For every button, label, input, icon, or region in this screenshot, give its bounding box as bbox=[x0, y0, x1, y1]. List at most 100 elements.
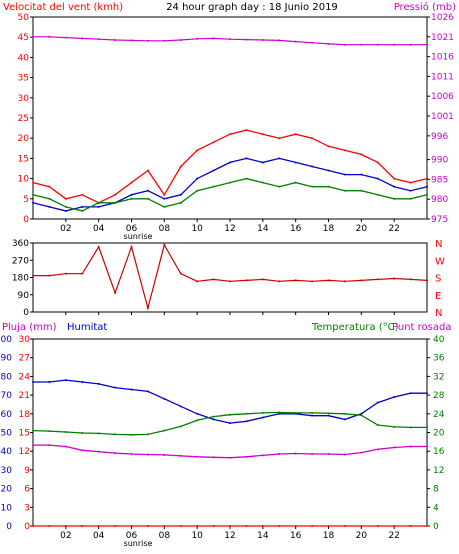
dir-y-tick-label-180: 180 bbox=[12, 274, 29, 284]
wind-series-line-2 bbox=[32, 177, 428, 212]
temperature-label: Temperatura (°C) bbox=[311, 322, 399, 333]
pressure-y-tick-label-980: 980 bbox=[431, 195, 448, 205]
x-tick-label-wind-10: 10 bbox=[191, 224, 203, 234]
rain-y-tick-label-30: 30 bbox=[19, 335, 31, 345]
sunrise-label-temp: sunrise bbox=[124, 539, 153, 548]
wind-y-tick-label-45: 45 bbox=[18, 33, 29, 43]
rain-y-tick-label-18: 18 bbox=[19, 410, 31, 420]
x-tick-label-temp-16: 16 bbox=[290, 531, 302, 541]
rain-y-tick-label-9: 9 bbox=[24, 466, 30, 476]
plot-frame-dir bbox=[32, 242, 428, 313]
plot-frame-wind bbox=[32, 16, 428, 220]
x-tick-label-wind-12: 12 bbox=[224, 224, 235, 234]
hum-y-tick-label-50: 50 bbox=[1, 429, 13, 439]
wind-y-tick-label-50: 50 bbox=[18, 13, 30, 23]
hum-y-tick-label-60: 60 bbox=[1, 410, 13, 420]
x-tick-label-wind-16: 16 bbox=[290, 224, 302, 234]
x-tick-label-wind-20: 20 bbox=[356, 224, 368, 234]
rain-y-tick-label-12: 12 bbox=[19, 447, 30, 457]
wind-series-line-1 bbox=[32, 157, 428, 212]
wind-y-tick-label-5: 5 bbox=[23, 195, 29, 205]
dir-y-tick-label-90: 90 bbox=[18, 291, 30, 301]
x-tick-label-temp-10: 10 bbox=[191, 531, 203, 541]
pressure-y-tick-label-1001: 1001 bbox=[431, 112, 454, 122]
wind-y-tick-label-30: 30 bbox=[18, 94, 30, 104]
humidity-line bbox=[33, 379, 427, 424]
temp-y-tick-label-0: 0 bbox=[433, 522, 439, 532]
x-tick-label-wind-22: 22 bbox=[388, 224, 399, 234]
compass-label-0: N bbox=[435, 239, 442, 250]
wind-y-tick-label-40: 40 bbox=[18, 53, 30, 63]
x-tick-label-temp-06: 06 bbox=[126, 531, 138, 541]
hum-y-tick-label-30: 30 bbox=[1, 466, 13, 476]
x-tick-label-temp-22: 22 bbox=[388, 531, 399, 541]
hum-y-tick-label-20: 20 bbox=[1, 485, 13, 495]
x-tick-label-temp-08: 08 bbox=[159, 531, 171, 541]
pressure-y-tick-label-1021: 1021 bbox=[431, 33, 454, 43]
pressure-y-tick-label-1016: 1016 bbox=[431, 53, 454, 63]
rain-y-tick-label-3: 3 bbox=[24, 503, 30, 513]
compass-label-4: N bbox=[435, 308, 442, 319]
x-tick-label-wind-18: 18 bbox=[323, 224, 335, 234]
temp-y-tick-label-16: 16 bbox=[433, 447, 445, 457]
rain-y-tick-label-15: 15 bbox=[19, 429, 30, 439]
compass-label-3: E bbox=[435, 291, 441, 302]
pressure-y-tick-label-1006: 1006 bbox=[431, 92, 454, 102]
compass-label-1: W bbox=[435, 256, 445, 267]
wind-left-label: Velocitat del vent (kmh) bbox=[3, 2, 123, 13]
x-tick-label-temp-02: 02 bbox=[60, 531, 71, 541]
temp-y-tick-label-20: 20 bbox=[433, 429, 445, 439]
rain-y-tick-label-24: 24 bbox=[19, 372, 31, 382]
hum-y-tick-label-70: 70 bbox=[1, 391, 13, 401]
pressure-y-tick-label-985: 985 bbox=[431, 175, 448, 185]
wind-direction-line bbox=[33, 243, 428, 311]
dir-y-tick-label-270: 270 bbox=[12, 256, 29, 266]
temp-y-tick-label-32: 32 bbox=[433, 372, 444, 382]
wind-y-tick-label-20: 20 bbox=[18, 134, 30, 144]
rain-y-tick-label-21: 21 bbox=[19, 391, 30, 401]
wind-y-tick-label-0: 0 bbox=[23, 215, 29, 225]
hum-y-tick-label-40: 40 bbox=[1, 447, 13, 457]
wind-right-label: Pressió (mb) bbox=[394, 1, 456, 13]
temp-y-tick-label-36: 36 bbox=[433, 354, 445, 364]
wind-y-tick-label-10: 10 bbox=[18, 175, 30, 185]
sunrise-label-wind: sunrise bbox=[124, 232, 153, 241]
temp-y-tick-label-24: 24 bbox=[433, 410, 445, 420]
hum-y-tick-label-0: 0 bbox=[6, 522, 12, 532]
pressure-y-tick-label-1026: 1026 bbox=[431, 13, 454, 23]
wind-y-tick-label-25: 25 bbox=[18, 114, 29, 124]
hum-y-tick-label-100: 100 bbox=[0, 335, 12, 345]
hum-y-tick-label-80: 80 bbox=[1, 372, 13, 382]
temp-y-tick-label-40: 40 bbox=[433, 335, 445, 345]
wind-y-tick-label-35: 35 bbox=[18, 74, 29, 84]
x-tick-label-temp-12: 12 bbox=[224, 531, 235, 541]
plot-frame-temp bbox=[32, 338, 428, 527]
x-tick-label-temp-20: 20 bbox=[356, 531, 368, 541]
temp-y-tick-label-8: 8 bbox=[433, 485, 439, 495]
rain-label: Pluja (mm) bbox=[2, 322, 57, 333]
compass-label-2: S bbox=[435, 274, 441, 285]
wind-y-tick-label-15: 15 bbox=[18, 154, 29, 164]
hum-y-tick-label-90: 90 bbox=[1, 354, 13, 364]
chart-title: 24 hour graph day : 18 Junio 2019 bbox=[166, 2, 338, 13]
rain-y-tick-label-27: 27 bbox=[19, 354, 30, 364]
pressure-y-tick-label-990: 990 bbox=[431, 156, 448, 166]
dir-y-tick-label-360: 360 bbox=[12, 239, 29, 249]
dewpoint-line bbox=[33, 444, 427, 459]
hum-y-tick-label-10: 10 bbox=[1, 503, 13, 513]
x-tick-label-temp-18: 18 bbox=[323, 531, 335, 541]
x-tick-label-wind-04: 04 bbox=[93, 224, 105, 234]
pressure-line bbox=[33, 36, 427, 46]
x-tick-label-wind-02: 02 bbox=[60, 224, 71, 234]
x-tick-label-temp-14: 14 bbox=[257, 531, 269, 541]
temp-y-tick-label-4: 4 bbox=[433, 503, 439, 513]
pressure-y-tick-label-996: 996 bbox=[431, 132, 448, 142]
x-tick-label-temp-04: 04 bbox=[93, 531, 105, 541]
x-tick-label-wind-14: 14 bbox=[257, 224, 269, 234]
temp-y-tick-label-12: 12 bbox=[433, 466, 444, 476]
humidity-label: Humitat bbox=[67, 322, 107, 333]
temp-y-tick-label-28: 28 bbox=[433, 391, 445, 401]
temperature-line bbox=[32, 411, 427, 436]
